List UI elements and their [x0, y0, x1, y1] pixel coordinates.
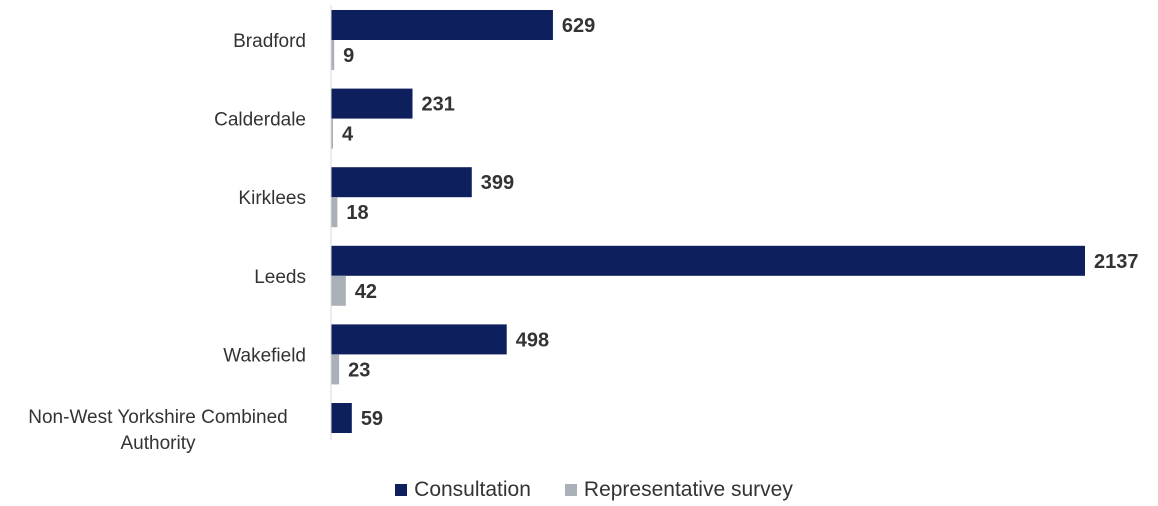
- bar-leeds-consultation: [331, 245, 1085, 276]
- value-label-leeds-consultation: 2137: [1094, 251, 1139, 273]
- value-label-calderdale-consultation: 231: [422, 94, 455, 116]
- legend-swatch-consultation: [395, 484, 408, 496]
- legend-item-consultation: Consultation: [395, 478, 531, 502]
- bar-calderdale-consultation: [331, 88, 413, 119]
- value-label-wakefield-consultation: 498: [516, 329, 549, 351]
- category-labels: Bradford Calderdale Kirklees Leeds Wakefield…: [28, 31, 306, 454]
- bar-wakefield-consultation: [331, 324, 507, 355]
- value-labels: 629 9 231 4 399 18 2137 42 498 23 59: [342, 15, 1139, 430]
- bar-chart: Bradford Calderdale Kirklees Leeds Wakefield…: [28, 5, 1139, 454]
- category-label-calderdale: Calderdale: [214, 110, 306, 131]
- category-label-bradford: Bradford: [233, 31, 306, 52]
- bar-bradford-consultation: [331, 10, 553, 40]
- legend-label-representative-survey: Representative survey: [583, 478, 793, 501]
- legend-item-representative-survey: Representative survey: [564, 478, 793, 502]
- bar-non-west-yorkshire-combined-authority-consultation: [331, 403, 352, 433]
- value-label-wakefield-representative-survey: 23: [348, 359, 370, 381]
- bar-bradford-representative-survey: [331, 40, 335, 70]
- legend-label-consultation: Consultation: [414, 478, 531, 501]
- bars: [331, 10, 1085, 433]
- value-label-bradford-representative-survey: 9: [343, 45, 354, 67]
- legend-swatch-representative-survey: [564, 484, 577, 496]
- value-label-kirklees-consultation: 399: [481, 172, 514, 194]
- category-label-wakefield: Wakefield: [223, 345, 306, 366]
- value-label-calderdale-representative-survey: 4: [342, 124, 354, 146]
- category-label-leeds: Leeds: [254, 267, 306, 288]
- bar-calderdale-representative-survey: [331, 118, 333, 149]
- value-label-bradford-consultation: 629: [562, 15, 595, 37]
- bar-leeds-representative-survey: [331, 275, 346, 306]
- category-label-non-west-yorkshire-combined-authority: Non-West Yorkshire Combined Authority: [28, 407, 287, 454]
- bar-kirklees-representative-survey: [331, 197, 338, 228]
- bar-wakefield-representative-survey: [331, 354, 340, 385]
- value-label-non-west-yorkshire-combined-authority-consultation: 59: [361, 408, 383, 430]
- value-label-kirklees-representative-survey: 18: [346, 202, 368, 224]
- bar-kirklees-consultation: [331, 167, 472, 198]
- value-label-leeds-representative-survey: 42: [355, 281, 377, 303]
- category-label-kirklees: Kirklees: [238, 188, 306, 209]
- legend: Consultation Representative survey: [0, 478, 1158, 502]
